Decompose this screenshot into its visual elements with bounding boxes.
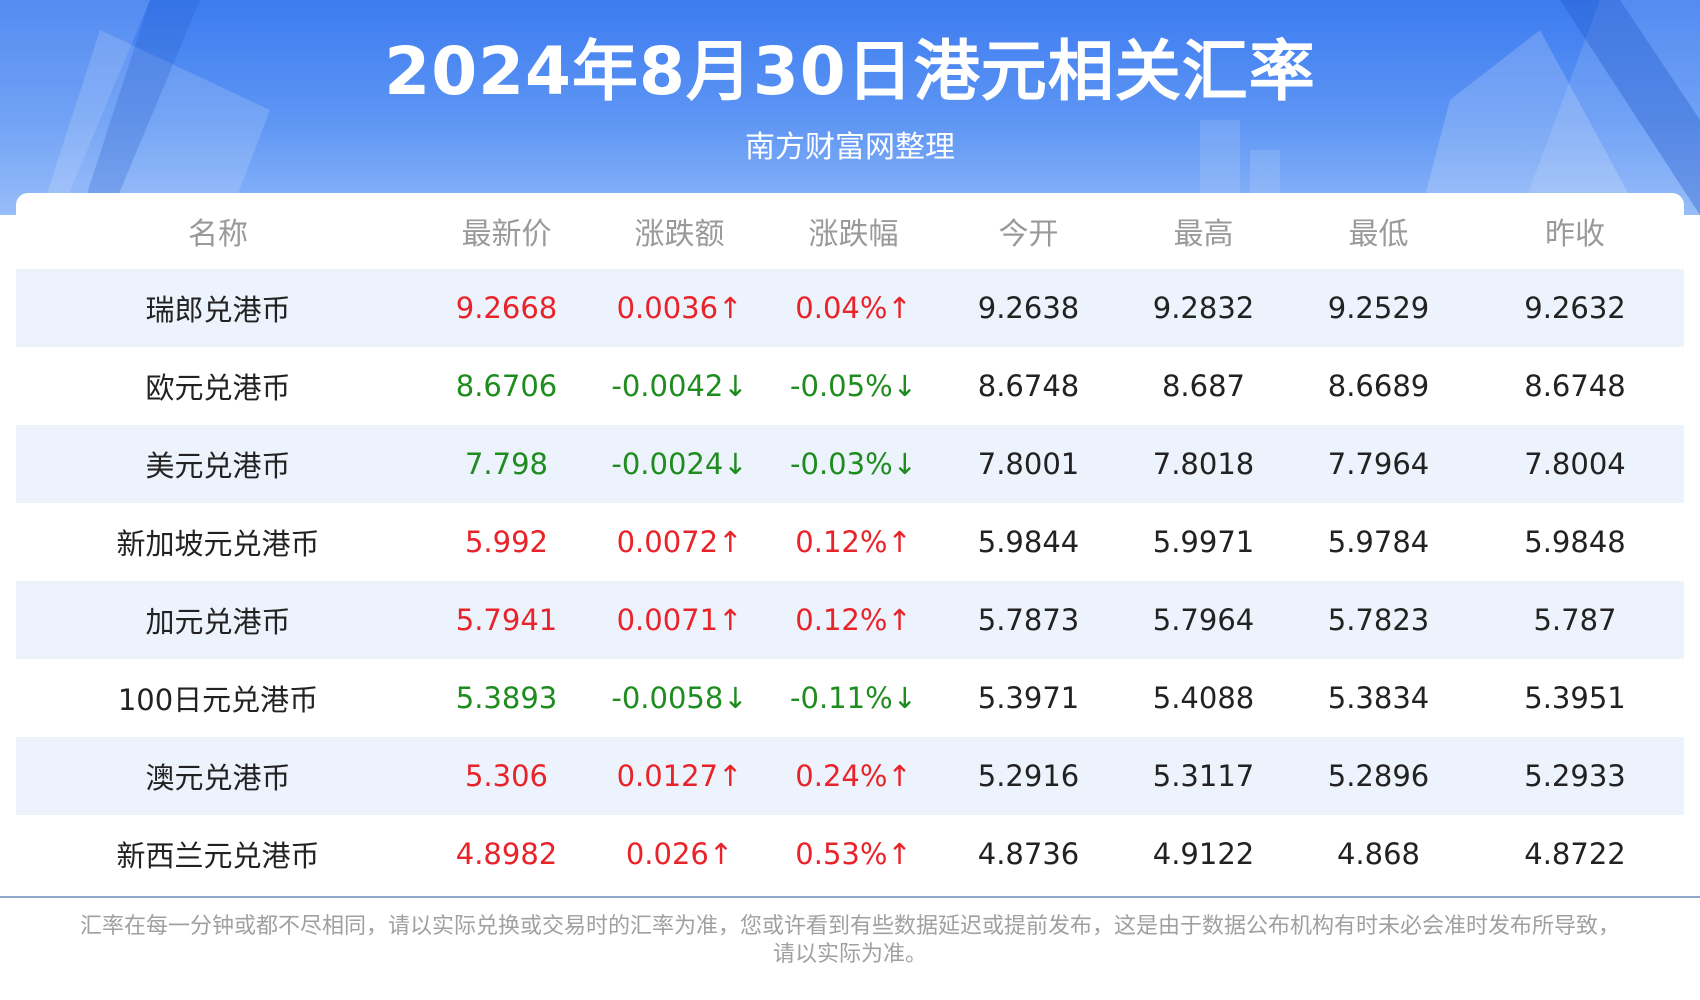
pair-name: 欧元兑港币: [16, 347, 420, 425]
prev-close: 7.8004: [1466, 425, 1684, 503]
change-amount: -0.0024↓: [593, 425, 766, 503]
change-amount: 0.0127↑: [593, 737, 766, 815]
low-price: 7.7964: [1291, 425, 1466, 503]
latest-price: 5.306: [420, 737, 593, 815]
prev-close: 5.787: [1466, 581, 1684, 659]
change-amount: -0.0058↓: [593, 659, 766, 737]
open-price: 5.7873: [941, 581, 1116, 659]
high-price: 7.8018: [1116, 425, 1291, 503]
header-banner: 2024年8月30日港元相关汇率 南方财富网整理: [0, 0, 1700, 215]
change-amount: 0.026↑: [593, 815, 766, 893]
pair-name: 加元兑港币: [16, 581, 420, 659]
bottom-divider: [0, 896, 1700, 898]
change-percent: -0.11%↓: [766, 659, 941, 737]
column-header: 名称: [188, 217, 248, 252]
low-price: 9.2529: [1291, 269, 1466, 347]
change-amount: 0.0072↑: [593, 503, 766, 581]
change-percent: 0.53%↑: [766, 815, 941, 893]
pair-name: 澳元兑港币: [16, 737, 420, 815]
latest-price: 8.6706: [420, 347, 593, 425]
open-price: 5.3971: [941, 659, 1116, 737]
high-price: 5.9971: [1116, 503, 1291, 581]
column-header: 涨跌额: [634, 217, 725, 252]
open-price: 8.6748: [941, 347, 1116, 425]
column-header: 涨跌幅: [808, 217, 899, 252]
page-subtitle: 南方财富网整理: [745, 130, 955, 165]
high-price: 5.4088: [1116, 659, 1291, 737]
disclaimer-line-2: 请以实际为准。: [772, 942, 927, 967]
table-row: 美元兑港币 7.798 -0.0024↓ -0.03%↓ 7.8001 7.8018 7.7…: [16, 425, 1684, 503]
column-header: 今开: [998, 217, 1059, 252]
prev-close: 5.2933: [1466, 737, 1684, 815]
high-price: 5.3117: [1116, 737, 1291, 815]
open-price: 5.2916: [941, 737, 1116, 815]
pair-name: 新西兰元兑港币: [16, 815, 420, 893]
header-decoration: [0, 0, 1700, 215]
prev-close: 9.2632: [1466, 269, 1684, 347]
prev-close: 5.3951: [1466, 659, 1684, 737]
low-price: 5.3834: [1291, 659, 1466, 737]
prev-close: 8.6748: [1466, 347, 1684, 425]
pair-name: 100日元兑港币: [16, 659, 420, 737]
high-price: 8.687: [1116, 347, 1291, 425]
change-percent: 0.24%↑: [766, 737, 941, 815]
prev-close: 5.9848: [1466, 503, 1684, 581]
column-header: 最高: [1173, 217, 1234, 252]
open-price: 4.8736: [941, 815, 1116, 893]
table-row: 瑞郎兑港币 9.2668 0.0036↑ 0.04%↑ 9.2638 9.2832 9.25…: [16, 269, 1684, 347]
disclaimer-line-1: 汇率在每一分钟或都不尽相同，请以实际兑换或交易时的汇率为准，您或许看到有些数据延…: [79, 914, 1620, 939]
table-row: 欧元兑港币 8.6706 -0.0042↓ -0.05%↓ 8.6748 8.687 8.6…: [16, 347, 1684, 425]
latest-price: 9.2668: [420, 269, 593, 347]
high-price: 9.2832: [1116, 269, 1291, 347]
table-body: 瑞郎兑港币 9.2668 0.0036↑ 0.04%↑ 9.2638 9.2832 9.25…: [16, 269, 1684, 893]
change-percent: 0.12%↑: [766, 581, 941, 659]
open-price: 7.8001: [941, 425, 1116, 503]
pair-name: 新加坡元兑港币: [16, 503, 420, 581]
latest-price: 5.992: [420, 503, 593, 581]
change-amount: 0.0036↑: [593, 269, 766, 347]
change-amount: -0.0042↓: [593, 347, 766, 425]
table-row: 澳元兑港币 5.306 0.0127↑ 0.24%↑ 5.2916 5.3117 5.289…: [16, 737, 1684, 815]
table-header-row: 名称 最新价 涨跌额 涨跌幅 今开 最高 最低 昨收: [16, 193, 1684, 269]
low-price: 5.9784: [1291, 503, 1466, 581]
change-percent: -0.03%↓: [766, 425, 941, 503]
change-amount: 0.0071↑: [593, 581, 766, 659]
exchange-rate-table: 名称 最新价 涨跌额 涨跌幅 今开 最高 最低 昨收 瑞郎兑港币 9.2668 0.0036↑ 0.…: [16, 193, 1684, 893]
high-price: 4.9122: [1116, 815, 1291, 893]
low-price: 8.6689: [1291, 347, 1466, 425]
page-title: 2024年8月30日港元相关汇率: [384, 33, 1316, 110]
change-percent: 0.04%↑: [766, 269, 941, 347]
latest-price: 5.3893: [420, 659, 593, 737]
latest-price: 4.8982: [420, 815, 593, 893]
open-price: 9.2638: [941, 269, 1116, 347]
column-header: 最新价: [461, 217, 552, 252]
table-row: 100日元兑港币 5.3893 -0.0058↓ -0.11%↓ 5.3971 5.408…: [16, 659, 1684, 737]
column-header: 最低: [1348, 217, 1409, 252]
column-header: 昨收: [1545, 217, 1605, 252]
latest-price: 5.7941: [420, 581, 593, 659]
low-price: 5.7823: [1291, 581, 1466, 659]
open-price: 5.9844: [941, 503, 1116, 581]
table-row: 新加坡元兑港币 5.992 0.0072↑ 0.12%↑ 5.9844 5.9971 5.9…: [16, 503, 1684, 581]
table-row: 新西兰元兑港币 4.8982 0.026↑ 0.53%↑ 4.8736 4.9122 4.8…: [16, 815, 1684, 893]
prev-close: 4.8722: [1466, 815, 1684, 893]
table-row: 加元兑港币 5.7941 0.0071↑ 0.12%↑ 5.7873 5.7964 5.78…: [16, 581, 1684, 659]
latest-price: 7.798: [420, 425, 593, 503]
change-percent: -0.05%↓: [766, 347, 941, 425]
low-price: 5.2896: [1291, 737, 1466, 815]
low-price: 4.868: [1291, 815, 1466, 893]
high-price: 5.7964: [1116, 581, 1291, 659]
change-percent: 0.12%↑: [766, 503, 941, 581]
pair-name: 美元兑港币: [16, 425, 420, 503]
pair-name: 瑞郎兑港币: [16, 269, 420, 347]
disclaimer: 汇率在每一分钟或都不尽相同，请以实际兑换或交易时的汇率为准，您或许看到有些数据延…: [70, 913, 1630, 969]
